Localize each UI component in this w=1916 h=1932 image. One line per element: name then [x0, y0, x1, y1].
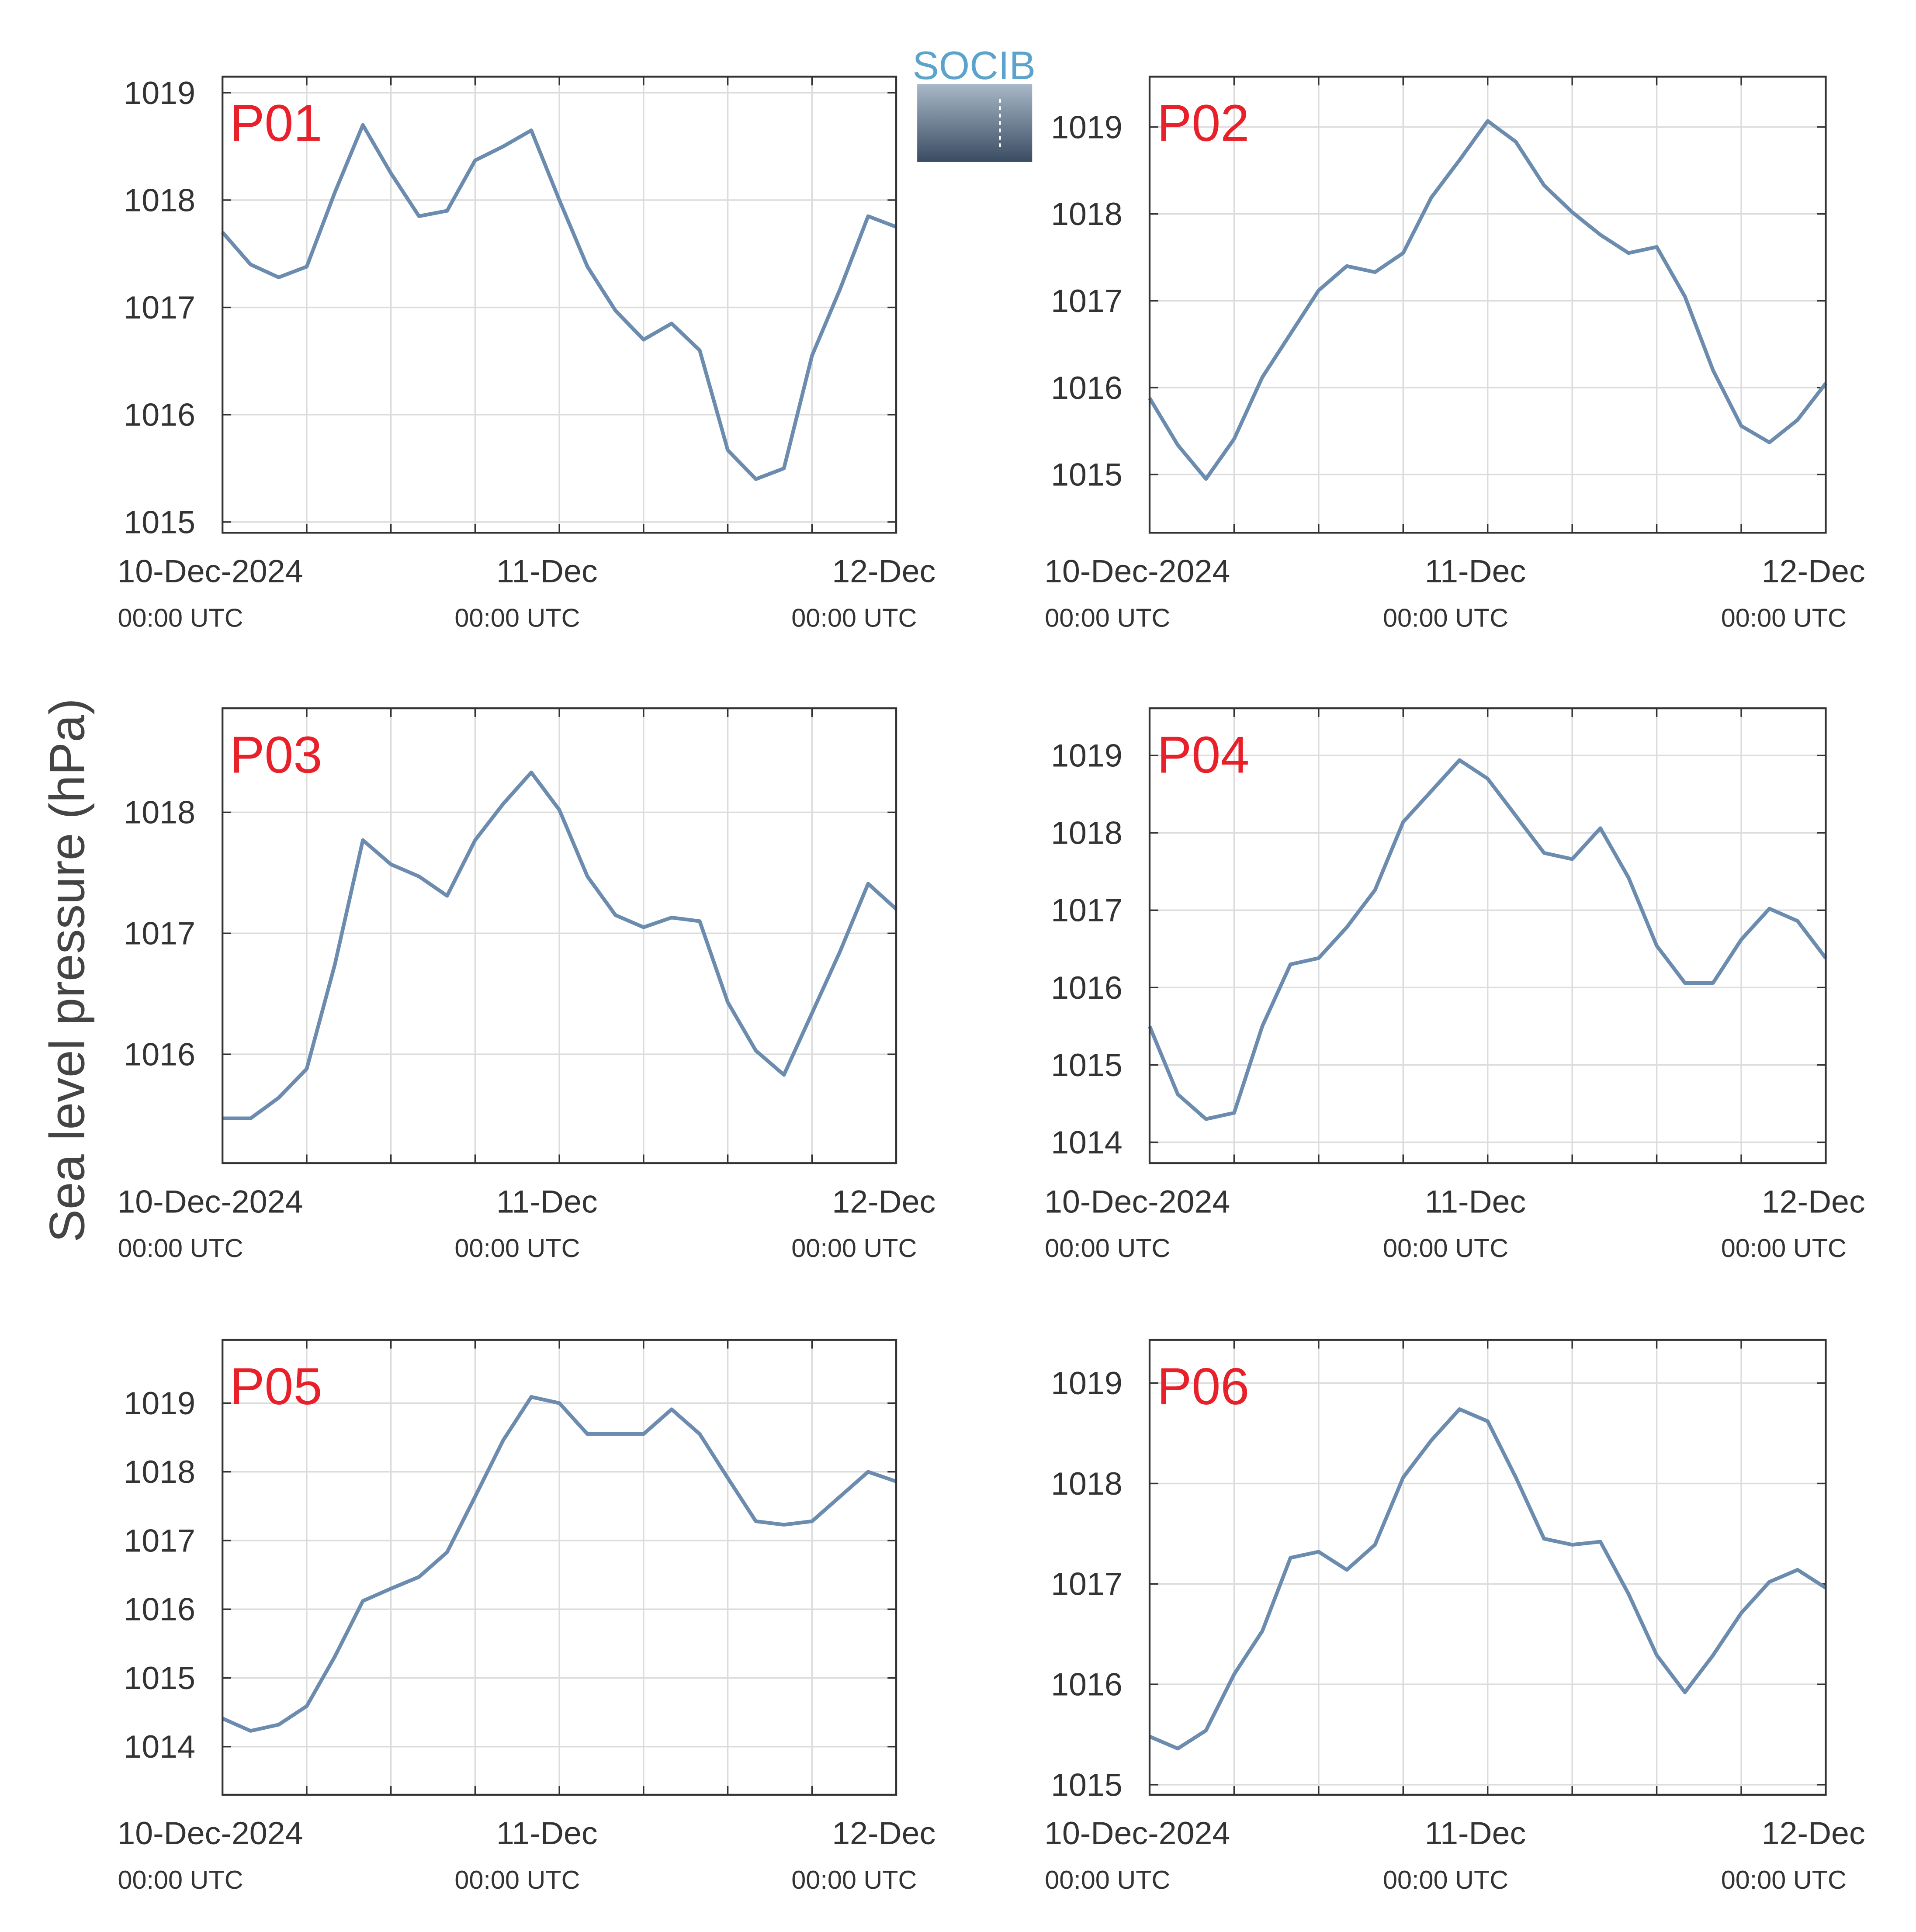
y-tick-label: 1017: [124, 1522, 195, 1558]
logo-block: [917, 84, 1032, 162]
logo-text: SOCIB: [912, 44, 1036, 88]
panel-title: P03: [230, 726, 322, 784]
x-tick-label: 11-Dec: [496, 1815, 598, 1851]
x-tick-sublabel: 00:00 UTC: [1045, 603, 1170, 632]
y-tick-label: 1018: [1051, 1465, 1123, 1502]
x-tick-sublabel: 00:00 UTC: [1383, 1233, 1508, 1263]
x-tick-sublabel: 00:00 UTC: [118, 603, 243, 632]
data-line: [1148, 119, 1827, 481]
x-tick-sublabel: 00:00 UTC: [118, 1865, 243, 1894]
x-tick-sublabel: 00:00 UTC: [454, 1233, 580, 1263]
data-line: [1149, 1407, 1827, 1751]
x-tick-label: 12-Dec: [1762, 1815, 1865, 1851]
x-tick-label: 10-Dec-2024: [117, 553, 303, 589]
axes-frame: [222, 76, 897, 534]
x-tick-label: 11-Dec: [496, 1183, 598, 1219]
x-tick-label: 10-Dec-2024: [1044, 1183, 1230, 1219]
axes-frame: [222, 707, 897, 1164]
data-line: [222, 770, 897, 1121]
x-tick-sublabel: 00:00 UTC: [1721, 1233, 1847, 1263]
x-tick-label: 12-Dec: [1762, 1183, 1865, 1219]
y-tick-label: 1016: [1051, 1666, 1123, 1703]
data-line: [221, 123, 897, 481]
axes-frame: [1148, 707, 1827, 1164]
x-tick-label: 10-Dec-2024: [117, 1815, 303, 1851]
x-tick-label: 11-Dec: [1425, 553, 1526, 589]
x-tick-label: 11-Dec: [1425, 1815, 1526, 1851]
y-tick-label: 1017: [1051, 283, 1123, 319]
y-tick-label: 1019: [1051, 1365, 1123, 1401]
y-tick-label: 1017: [124, 289, 195, 325]
x-tick-label: 12-Dec: [832, 1183, 935, 1219]
y-tick-label: 1015: [1051, 1766, 1123, 1803]
y-tick-label: 1019: [1051, 737, 1123, 774]
x-tick-label: 12-Dec: [832, 553, 935, 589]
y-tick-label: 1016: [1051, 969, 1123, 1006]
y-tick-label: 1014: [124, 1728, 195, 1765]
y-tick-label: 1017: [1051, 892, 1123, 928]
x-tick-sublabel: 00:00 UTC: [454, 1865, 580, 1894]
data-line: [222, 1395, 897, 1733]
y-tick-label: 1015: [1051, 1047, 1123, 1083]
x-tick-sublabel: 00:00 UTC: [1721, 603, 1847, 632]
axes-frame: [1148, 1339, 1827, 1796]
panel-title: P06: [1157, 1357, 1249, 1416]
panel-title: P04: [1157, 726, 1249, 784]
x-tick-label: 10-Dec-2024: [117, 1183, 303, 1219]
x-tick-sublabel: 00:00 UTC: [1383, 1865, 1508, 1894]
x-tick-sublabel: 00:00 UTC: [118, 1233, 243, 1263]
axes-frame: [1148, 76, 1827, 534]
y-tick-label: 1019: [1051, 109, 1123, 145]
y-tick-label: 1014: [1051, 1124, 1123, 1160]
x-tick-label: 12-Dec: [832, 1815, 935, 1851]
y-tick-label: 1018: [124, 1454, 195, 1490]
y-tick-label: 1015: [124, 1660, 195, 1696]
y-tick-label: 1016: [124, 1591, 195, 1627]
panel-title: P02: [1157, 94, 1249, 152]
x-tick-sublabel: 00:00 UTC: [1045, 1233, 1170, 1263]
y-tick-label: 1017: [1051, 1566, 1123, 1602]
panel-title: P01: [230, 94, 322, 152]
y-tick-label: 1015: [1051, 457, 1123, 493]
y-tick-label: 1018: [1051, 196, 1123, 232]
x-tick-label: 11-Dec: [496, 553, 598, 589]
x-tick-sublabel: 00:00 UTC: [791, 1865, 917, 1894]
panel-title: P05: [230, 1357, 322, 1416]
x-tick-sublabel: 00:00 UTC: [791, 1233, 917, 1263]
y-tick-label: 1016: [124, 1036, 195, 1072]
y-tick-label: 1017: [124, 915, 195, 952]
data-line: [1148, 758, 1827, 1121]
x-tick-label: 12-Dec: [1762, 553, 1865, 589]
axes-frame: [222, 1339, 897, 1796]
y-tick-label: 1019: [124, 1385, 195, 1421]
y-tick-label: 1016: [124, 397, 195, 433]
x-tick-sublabel: 00:00 UTC: [454, 603, 580, 632]
y-tick-label: 1015: [124, 504, 195, 540]
y-tick-label: 1016: [1051, 370, 1123, 406]
y-tick-label: 1018: [124, 182, 195, 218]
x-tick-label: 10-Dec-2024: [1044, 553, 1230, 589]
x-tick-sublabel: 00:00 UTC: [1045, 1865, 1170, 1894]
x-tick-sublabel: 00:00 UTC: [791, 603, 917, 632]
x-tick-label: 11-Dec: [1425, 1183, 1526, 1219]
x-tick-sublabel: 00:00 UTC: [1721, 1865, 1847, 1894]
y-tick-label: 1018: [1051, 815, 1123, 851]
y-tick-label: 1019: [124, 75, 195, 111]
y-tick-label: 1018: [124, 794, 195, 831]
y-axis-label: Sea level pressure (hPa): [39, 698, 94, 1242]
x-tick-sublabel: 00:00 UTC: [1383, 603, 1508, 632]
x-tick-label: 10-Dec-2024: [1044, 1815, 1230, 1851]
